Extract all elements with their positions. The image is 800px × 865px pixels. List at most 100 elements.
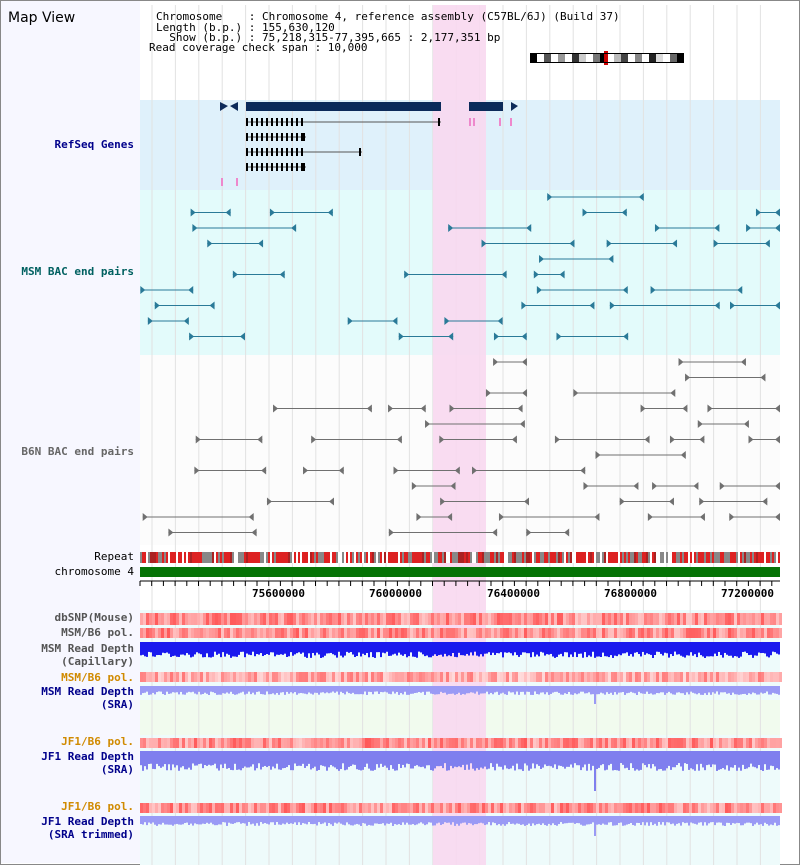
msm-depth-sra-bar: [250, 686, 252, 695]
b6n-bac-pair-end: [680, 451, 686, 459]
jf1-pol-heat: [152, 738, 155, 748]
track-label-b6n-bac[interactable]: B6N BAC end pairs: [21, 445, 134, 458]
jf1-depth-bar: [356, 751, 358, 770]
jf1-pol-trim-heat: [383, 803, 386, 813]
jf1-depth-trim-bar: [460, 816, 462, 824]
msm-depth-capillary-bar: [422, 642, 424, 655]
jf1-pol-trim-heat: [551, 803, 554, 813]
msm-pol-heat: [770, 628, 773, 638]
track-label-jf1-pol-trimmed[interactable]: JF1/B6 pol.: [61, 800, 134, 813]
msm-pol-heat: [590, 628, 593, 638]
msm-depth-sra-bar: [186, 686, 188, 693]
dbsnp-heat: [149, 613, 152, 625]
jf1-depth-trim-bar: [588, 816, 590, 825]
dbsnp-heat: [470, 613, 473, 625]
msm-depth-sra-bar: [318, 686, 320, 695]
msm-bac-pair-end: [147, 317, 153, 325]
repeat-segment: [200, 552, 202, 563]
jf1-pol-heat: [488, 738, 491, 748]
jf1-depth-bar: [666, 751, 668, 769]
jf1-depth-bar: [300, 751, 302, 766]
jf1-pol-trim-heat: [161, 803, 164, 813]
msm-depth-capillary-bar: [526, 642, 528, 654]
repeat-segment: [762, 552, 764, 563]
track-label-dbsnp[interactable]: dbSNP(Mouse): [54, 611, 134, 624]
jf1-depth-trim-bar: [542, 816, 544, 824]
msm-pol-heat: [167, 628, 170, 638]
b6n-bac-pair-end: [493, 358, 499, 366]
msm-depth-sra-bar: [172, 686, 174, 693]
msm-depth-sra-bar: [160, 686, 162, 692]
dbsnp-heat: [221, 613, 224, 625]
jf1-depth-bar: [340, 751, 342, 770]
repeat-segment: [526, 552, 528, 563]
msm-depth-sra-bar: [436, 686, 438, 695]
msm-depth-capillary-bar: [742, 642, 744, 652]
dbsnp-heat: [563, 613, 566, 625]
msm-pol-heat: [287, 628, 290, 638]
msm-depth-capillary-bar: [588, 642, 590, 656]
msm-depth-capillary-bar: [670, 642, 672, 655]
msm-depth-capillary-bar: [770, 642, 772, 656]
dbsnp-heat: [488, 613, 491, 625]
jf1-pol-heat: [161, 738, 164, 748]
jf1-pol-trim-heat: [650, 803, 653, 813]
msm-pol-heat: [269, 628, 272, 638]
msm-depth-capillary-bar: [614, 642, 616, 656]
dbsnp-heat: [707, 613, 710, 625]
track-label-jf1-depth[interactable]: JF1 Read Depth: [41, 750, 134, 763]
track-label-msm-pol-sra[interactable]: MSM/B6 pol.: [61, 671, 134, 684]
msm-depth-capillary-bar: [612, 642, 614, 658]
msm-depth-sra-bar: [602, 686, 604, 694]
repeat-segment: [468, 552, 470, 563]
msm-pol-heat: [161, 628, 164, 638]
msm-pol-heat: [683, 628, 686, 638]
jf1-pol-heat: [662, 738, 665, 748]
msm-pol-heat: [731, 628, 734, 638]
repeat-segment: [280, 552, 282, 563]
msm-pol-heat: [380, 628, 383, 638]
track-label-chromosome[interactable]: chromosome 4: [54, 565, 134, 578]
msm-pol-heat: [377, 628, 380, 638]
msm-depth-capillary-bar: [324, 642, 326, 656]
jf1-depth-trim-bar: [178, 816, 180, 825]
jf1-pol-trim-heat: [401, 803, 404, 813]
jf1-pol-trim-heat: [458, 803, 461, 813]
repeat-segment: [406, 552, 408, 563]
track-label-jf1-pol[interactable]: JF1/B6 pol.: [61, 735, 134, 748]
jf1-depth-trim-bar: [288, 816, 290, 825]
track-label-jf1-depth-trimmed[interactable]: JF1 Read Depth: [41, 815, 134, 828]
jf1-depth-bar: [758, 751, 760, 766]
msm-depth-capillary-bar: [268, 642, 270, 655]
msm-pol-heat: [152, 628, 155, 638]
jf1-pol-heat: [140, 738, 143, 748]
jf1-depth-bar: [420, 751, 422, 768]
msm-pol-heat: [503, 628, 506, 638]
b6n-bac-pair-end: [729, 513, 735, 521]
axis-tick-2: 76000000: [369, 587, 422, 600]
track-label-msm-depth-capillary[interactable]: MSM Read Depth: [41, 642, 134, 655]
dbsnp-heat: [398, 613, 401, 625]
msm-bac-pair-end: [481, 239, 487, 248]
track-label-msm-bac[interactable]: MSM BAC end pairs: [21, 265, 134, 278]
repeat-segment: [320, 552, 322, 563]
track-label-refseq-genes[interactable]: RefSeq Genes: [54, 138, 134, 151]
msm-depth-capillary-bar: [726, 642, 728, 655]
jf1-depth-bar: [536, 751, 538, 765]
jf1-depth-trim-bar: [266, 816, 268, 824]
msm-pol-sra-heat: [158, 672, 161, 682]
repeat-segment: [454, 552, 456, 563]
dbsnp-heat: [773, 613, 776, 625]
msm-pol-heat: [494, 628, 497, 638]
refseq-marker: [236, 178, 238, 186]
jf1-pol-heat: [317, 738, 320, 748]
track-label-msm-depth-sra[interactable]: MSM Read Depth: [41, 685, 134, 698]
track-label-msm-pol[interactable]: MSM/B6 pol.: [61, 626, 134, 639]
exon: [438, 118, 440, 126]
repeat-segment: [570, 552, 572, 563]
chromosome-ideogram[interactable]: [530, 51, 684, 65]
msm-bac-pair-end: [569, 239, 575, 248]
jf1-pol-heat: [485, 738, 488, 748]
track-label-repeat[interactable]: Repeat: [94, 550, 134, 563]
